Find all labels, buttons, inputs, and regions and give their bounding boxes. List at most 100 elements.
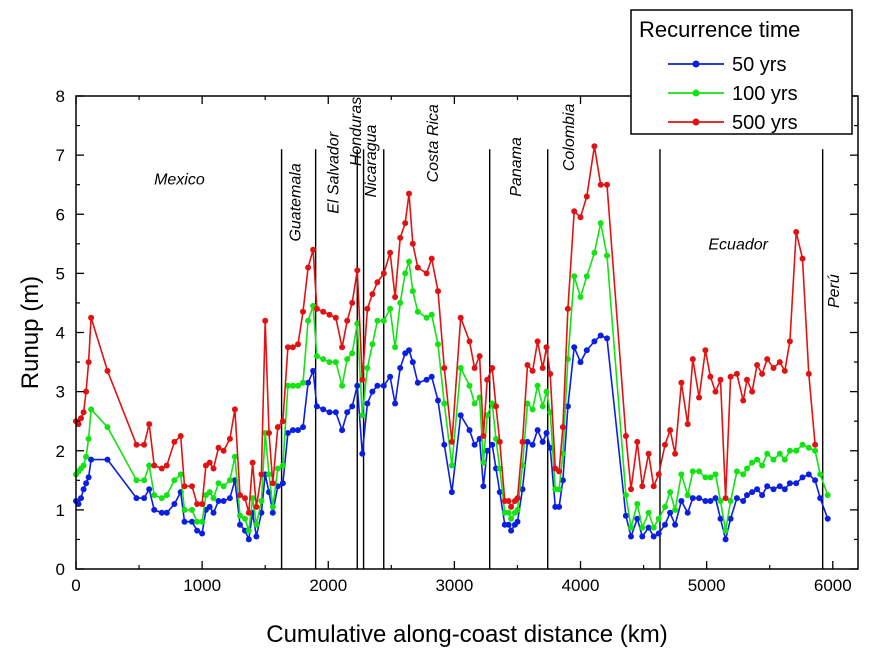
data-point [133, 441, 140, 448]
data-point [678, 471, 685, 478]
data-point [733, 495, 740, 502]
data-point [662, 503, 668, 510]
data-point [583, 193, 590, 200]
data-point [514, 506, 521, 513]
data-point [310, 367, 317, 374]
data-point [496, 489, 503, 496]
data-point [289, 427, 296, 434]
data-point [344, 317, 351, 324]
data-point [805, 471, 812, 478]
data-point [226, 495, 233, 502]
data-point [508, 503, 515, 510]
data-point [559, 477, 566, 484]
data-point [793, 229, 800, 235]
data-point [480, 433, 487, 439]
data-point [597, 181, 604, 188]
data-point [524, 400, 531, 407]
data-point [702, 347, 709, 354]
data-point [740, 498, 747, 504]
data-point [493, 403, 499, 410]
data-point [604, 335, 610, 342]
data-point [639, 483, 646, 490]
data-point [505, 509, 512, 516]
data-point [85, 435, 92, 442]
data-point [406, 258, 412, 265]
data-point [628, 486, 634, 493]
axis-ticks: 0 1000 2000 3000 4000 5000 6000 0 1 2 3 4 5 6 7 8 [56, 87, 858, 595]
data-point [300, 308, 306, 315]
data-point [163, 492, 170, 499]
data-point [88, 406, 95, 413]
data-point [519, 486, 526, 493]
data-point [749, 489, 756, 496]
data-point [628, 524, 634, 531]
data-point [667, 509, 674, 516]
data-point [320, 356, 327, 363]
data-point [480, 459, 487, 466]
data-point [622, 433, 629, 439]
country-label: Colombia [561, 103, 578, 171]
data-point [799, 441, 806, 448]
data-point [534, 382, 541, 389]
data-point [812, 441, 819, 448]
data-point [471, 365, 478, 371]
data-point [104, 367, 111, 374]
data-point [237, 492, 243, 499]
data-point [78, 495, 84, 502]
data-point [320, 308, 327, 315]
data-point [564, 403, 571, 410]
legend-label: 500 yrs [732, 112, 798, 134]
data-point [266, 430, 272, 436]
data-point [812, 447, 819, 454]
data-point [655, 471, 662, 478]
data-point [466, 427, 473, 434]
data-point [171, 438, 178, 445]
data-point [349, 299, 356, 306]
data-point [141, 477, 148, 484]
data-point [604, 252, 610, 259]
data-point [206, 489, 213, 496]
country-label: Honduras [348, 97, 365, 166]
data-point [727, 498, 734, 504]
data-point [199, 518, 206, 525]
data-point [759, 492, 766, 499]
x-tick-label: 2000 [309, 576, 347, 595]
data-point [85, 359, 92, 366]
data-point [274, 465, 281, 472]
data-point [712, 471, 719, 478]
data-point [85, 474, 92, 481]
data-point [457, 314, 464, 321]
data-point [210, 495, 217, 502]
data-point [457, 365, 464, 371]
data-point [181, 483, 188, 490]
data-point [435, 288, 441, 295]
x-tick-label: 0 [71, 576, 80, 595]
data-point [776, 450, 783, 457]
data-point [655, 530, 662, 537]
data-point [667, 489, 674, 496]
x-tick-label: 6000 [814, 576, 852, 595]
data-point [733, 370, 740, 377]
data-point [339, 344, 346, 351]
legend-box [630, 9, 853, 135]
data-point [414, 264, 421, 271]
data-point [189, 483, 195, 490]
data-point [805, 370, 812, 377]
x-tick-label: 3000 [435, 576, 473, 595]
data-point [194, 527, 201, 534]
data-point [397, 365, 404, 371]
data-point [231, 406, 238, 413]
data-point [764, 483, 771, 490]
data-point [163, 462, 170, 469]
data-point [189, 506, 195, 513]
data-point [151, 506, 158, 513]
data-point [245, 509, 252, 516]
data-point [471, 441, 478, 448]
data-point [83, 453, 90, 460]
data-point [359, 412, 366, 419]
data-point [359, 376, 366, 383]
data-point [689, 468, 696, 475]
data-point [242, 515, 248, 522]
data-point [210, 465, 217, 472]
